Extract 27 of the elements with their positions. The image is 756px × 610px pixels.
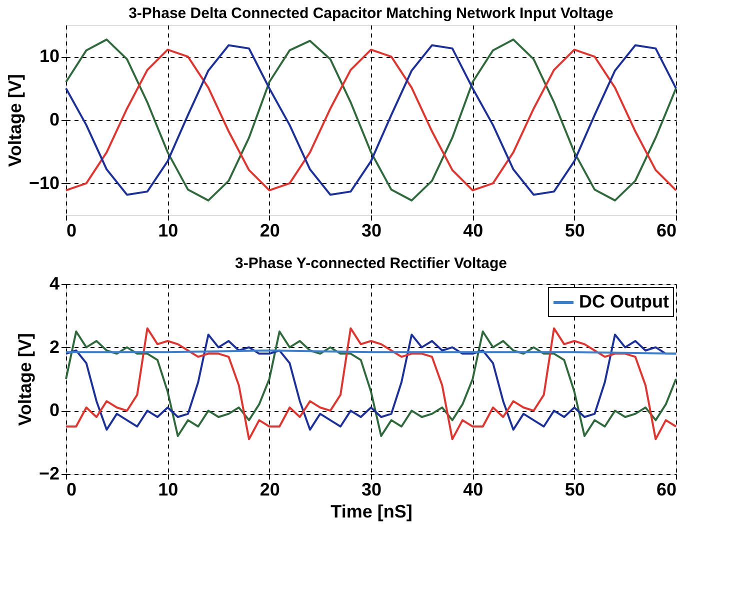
chart-title: 3-Phase Delta Connected Capacitor Matching Network Input Voltage [128,5,614,22]
x-tick-label: 20 [260,220,280,240]
legend-label: DC Output [579,292,669,312]
y-axis-title: Voltage [V] [14,333,35,426]
y-tick-label: 0 [49,110,60,130]
x-tick-label: 60 [656,220,676,240]
y-tick-label: 4 [49,274,60,294]
x-tick-label: 0 [66,220,77,240]
x-tick-label: 10 [158,220,178,240]
x-axis-title: Time [nS] [330,502,412,522]
x-tick-label: 30 [361,480,382,500]
x-tick-label: 40 [463,480,484,500]
x-tick-label: 60 [656,480,676,500]
x-tick-label: 20 [260,480,280,500]
y-axis-title: Voltage [V] [4,74,25,167]
y-tick-label: 10 [39,46,60,66]
x-tick-label: 50 [564,220,585,240]
x-tick-label: 10 [158,480,178,500]
chart-title: 3-Phase Y-connected Rectifier Voltage [234,255,508,272]
x-tick-label: 50 [564,480,585,500]
y-tick-label: 2 [49,336,60,357]
x-tick-label: 40 [463,220,484,240]
y-tick-label: 0 [49,400,60,420]
x-tick-label: 0 [66,480,77,500]
x-tick-label: 30 [361,220,382,240]
y-tick-label: −2 [38,464,60,484]
y-tick-label: −10 [28,172,60,193]
